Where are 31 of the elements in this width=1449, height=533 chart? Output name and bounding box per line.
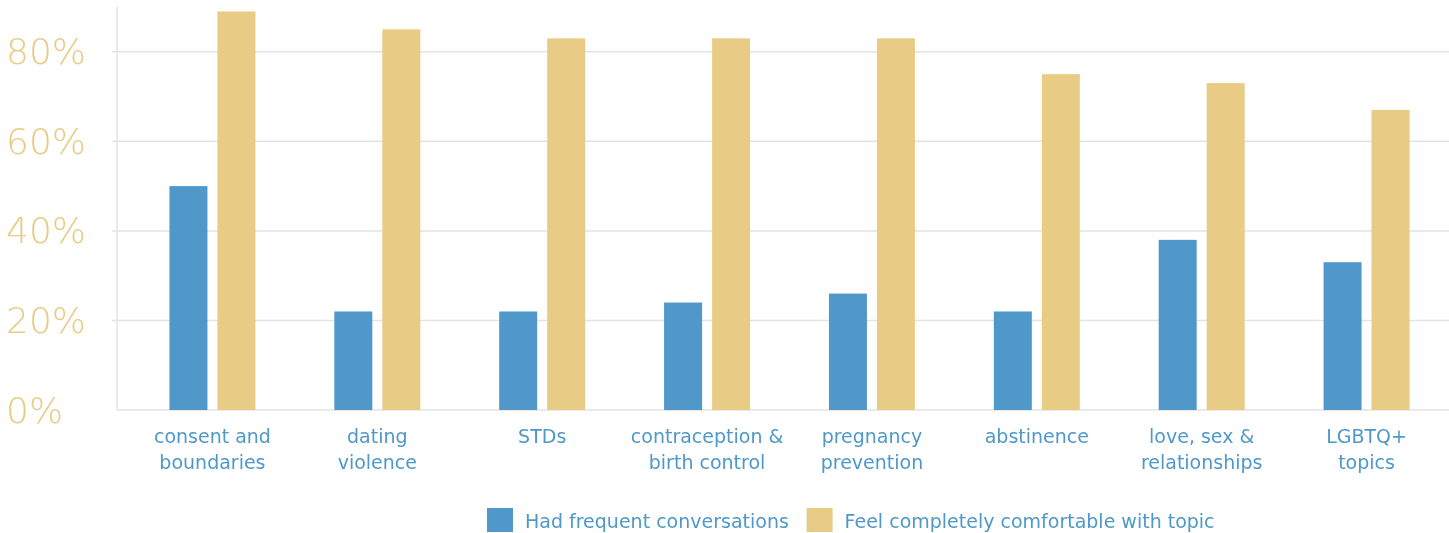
y-tick-label: 0% (6, 389, 64, 431)
y-tick-label: 20% (6, 300, 87, 342)
y-tick-label: 80% (6, 31, 87, 73)
x-tick-label: contraception & birth control (630, 425, 784, 473)
bar (499, 311, 538, 410)
bar (1371, 109, 1410, 410)
x-tick-label: abstinence (984, 425, 1089, 447)
bar (217, 11, 256, 410)
bar (1323, 262, 1362, 410)
bar (712, 38, 751, 410)
bar (664, 302, 703, 410)
bar (876, 38, 915, 410)
bar (1041, 74, 1080, 410)
x-tick-label: LGBTQ+ topics (1326, 425, 1407, 473)
bar (828, 293, 867, 410)
bar (1158, 239, 1197, 410)
y-tick-label: 40% (6, 210, 87, 252)
bar (1206, 83, 1245, 410)
bar (382, 29, 421, 410)
bar (169, 186, 208, 410)
x-tick-label: love, sex & relationships (1140, 425, 1263, 473)
bar (993, 311, 1032, 410)
legend-label: Had frequent conversations (525, 510, 789, 532)
x-tick-label: pregnancy prevention (820, 425, 924, 473)
x-tick-label: dating violence (337, 425, 417, 473)
legend-label: Feel completely comfortable with topic (844, 510, 1215, 532)
x-tick-label: STDs (518, 425, 567, 447)
x-tick-label: consent and boundaries (153, 425, 271, 473)
bar (334, 311, 373, 410)
y-tick-label: 60% (6, 120, 87, 162)
bar (547, 38, 586, 410)
